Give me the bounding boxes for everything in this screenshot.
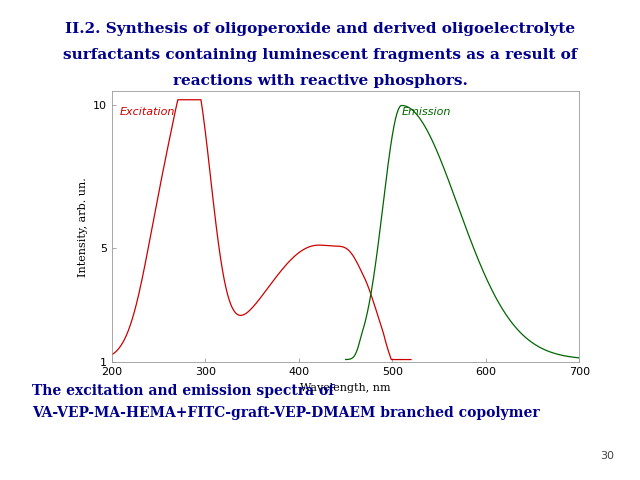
- Text: Excitation: Excitation: [120, 107, 175, 117]
- Text: II.2. Synthesis of oligoperoxide and derived oligoelectrolyte: II.2. Synthesis of oligoperoxide and der…: [65, 22, 575, 36]
- Text: The excitation and emission spectra of: The excitation and emission spectra of: [32, 384, 334, 398]
- Text: 30: 30: [600, 451, 614, 461]
- Y-axis label: Intensity, arb. un.: Intensity, arb. un.: [77, 177, 88, 276]
- X-axis label: Wavelength, nm: Wavelength, nm: [300, 383, 391, 393]
- Text: Emission: Emission: [402, 107, 451, 117]
- Text: surfactants containing luminescent fragments as a result of: surfactants containing luminescent fragm…: [63, 48, 577, 62]
- Text: reactions with reactive phosphors.: reactions with reactive phosphors.: [173, 74, 467, 88]
- Text: VA-VEP-MA-HEMA+FITC-graft-VEP-DMAEM branched copolymer: VA-VEP-MA-HEMA+FITC-graft-VEP-DMAEM bran…: [32, 406, 540, 420]
